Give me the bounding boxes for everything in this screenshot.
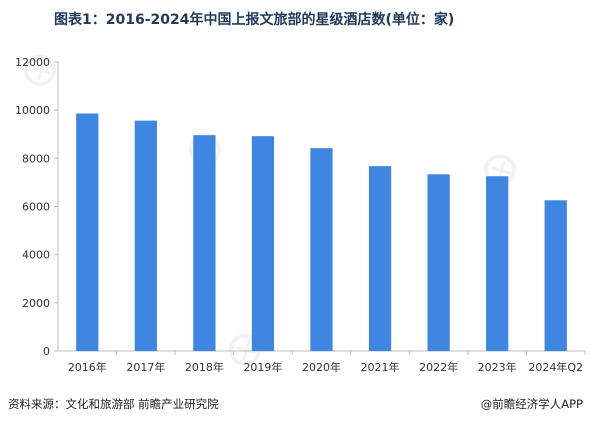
bar-chart: 0 2000 4000 6000 8000 10000 12000 2016年 2017年 201… — [15, 54, 586, 374]
bar — [368, 166, 392, 351]
y-tick-label: 8000 — [22, 152, 50, 165]
bar — [544, 200, 567, 351]
x-tick-label: 2024年Q2 — [528, 360, 583, 374]
credit-note: @前瞻经济学人APP — [480, 397, 583, 411]
y-tick-label: 4000 — [22, 249, 50, 262]
watermark-layer — [23, 54, 516, 366]
x-tick-label: 2021年 — [361, 360, 400, 374]
x-tick-label: 2016年 — [68, 360, 107, 374]
y-tick-label: 10000 — [15, 104, 50, 117]
chart-title: 图表1：2016-2024年中国上报文旅部的星级酒店数(单位：家) — [54, 12, 455, 28]
x-tick-label: 2019年 — [243, 360, 282, 374]
bar — [134, 120, 157, 351]
y-tick-label: 0 — [43, 345, 50, 358]
plot-area: 0 2000 4000 6000 8000 10000 12000 2016年 2017年 201… — [15, 56, 586, 374]
source-note: 资料来源：文化和旅游部 前瞻产业研究院 — [8, 397, 219, 411]
x-tick-label: 2022年 — [419, 360, 458, 374]
bar — [310, 148, 333, 351]
bar — [486, 176, 509, 351]
x-tick-label: 2018年 — [185, 360, 224, 374]
x-tick-label: 2017年 — [126, 360, 165, 374]
x-tick-label: 2020年 — [302, 360, 341, 374]
bar — [427, 174, 450, 351]
x-tick-label: 2023年 — [478, 360, 517, 374]
bar — [76, 113, 99, 351]
watermark-logo — [23, 54, 56, 86]
y-tick-label: 12000 — [15, 56, 50, 69]
bar — [251, 136, 275, 351]
y-tick-label: 6000 — [22, 201, 50, 214]
bar — [193, 135, 216, 351]
y-tick-label: 2000 — [22, 297, 50, 310]
